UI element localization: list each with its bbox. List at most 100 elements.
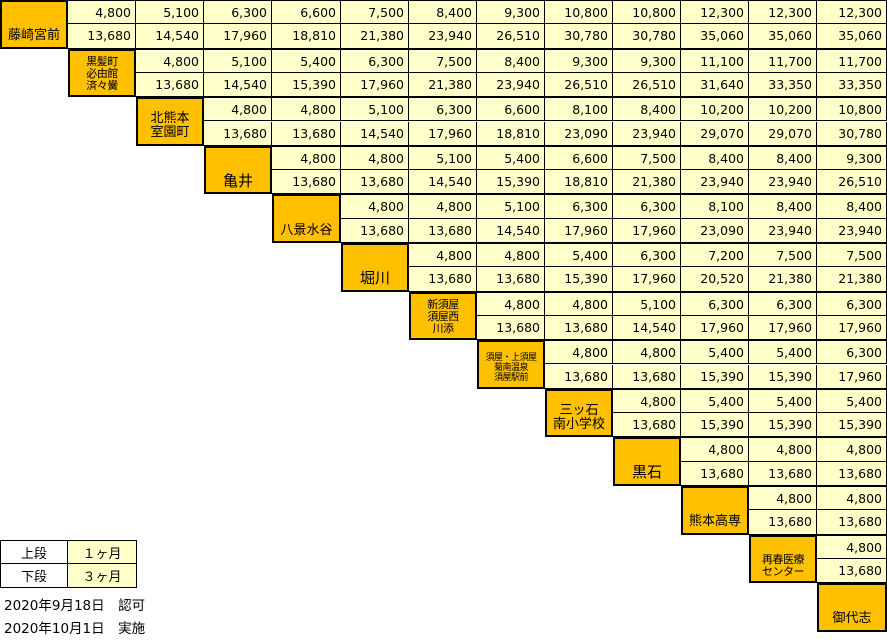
legend-upper-value: １ヶ月 (67, 540, 137, 564)
fare-1month-shinsuya-to-miyoshi: 6,300 (817, 291, 887, 316)
fare-3month-kosen-to-miyoshi: 13,680 (817, 510, 887, 535)
station-saishun: 再春医療 センター (749, 534, 817, 584)
fare-3month-fujisakigu-to-horikawa: 21,380 (341, 24, 409, 49)
fare-1month-shinsuya-to-saishun: 6,300 (749, 291, 817, 316)
fare-1month-fujisakigu-to-suya: 9,300 (477, 0, 545, 25)
fare-3month-yakata-to-suya: 14,540 (477, 218, 545, 243)
fare-1month-kamei-to-shinsuya: 5,100 (409, 145, 477, 171)
fare-3month-kurokami-to-miyoshi: 33,350 (817, 72, 887, 98)
fare-1month-kamei-to-miyoshi: 9,300 (817, 145, 887, 171)
station-kuroishi: 黒石 (613, 437, 681, 486)
fare-3month-suya-to-saishun: 15,390 (749, 364, 817, 389)
fare-3month-kamei-to-suya: 15,390 (477, 170, 545, 195)
fare-1month-shinsuya-to-mitsuishi: 4,800 (545, 291, 613, 316)
approval-date-note: 2020年9月18日 認可 (4, 598, 146, 614)
fare-3month-suya-to-kosen: 15,390 (681, 364, 749, 389)
fare-3month-yakata-to-horikawa: 13,680 (341, 218, 409, 243)
fare-3month-fujisakigu-to-yakata: 18,810 (272, 24, 341, 49)
fare-3month-kitakumamoto-to-horikawa: 14,540 (341, 121, 409, 146)
fare-3month-yakata-to-saishun: 23,940 (749, 218, 817, 243)
fare-1month-shinsuya-to-suya: 4,800 (477, 291, 545, 316)
fare-1month-mitsuishi-to-kosen: 5,400 (681, 388, 749, 414)
fare-3month-shinsuya-to-kosen: 17,960 (681, 315, 749, 341)
fare-3month-fujisakigu-to-kurokami: 13,680 (68, 24, 136, 49)
fare-1month-horikawa-to-suya: 4,800 (477, 243, 545, 268)
fare-3month-kamei-to-shinsuya: 14,540 (409, 170, 477, 195)
fare-3month-fujisakigu-to-suya: 26,510 (477, 24, 545, 49)
fare-3month-yakata-to-kuroishi: 17,960 (613, 218, 681, 243)
fare-3month-yakata-to-miyoshi: 23,940 (817, 218, 887, 243)
station-shinsuya: 新須屋 須屋西 川添 (409, 291, 477, 341)
fare-1month-kitakumamoto-to-mitsuishi: 8,100 (545, 97, 613, 122)
fare-3month-horikawa-to-shinsuya: 13,680 (409, 267, 477, 292)
fare-3month-shinsuya-to-miyoshi: 17,960 (817, 315, 887, 341)
fare-1month-kitakumamoto-to-yakata: 4,800 (272, 97, 341, 122)
fare-1month-saishun-to-miyoshi: 4,800 (817, 534, 887, 559)
fare-1month-yakata-to-horikawa: 4,800 (341, 194, 409, 219)
fare-1month-yakata-to-saishun: 8,400 (749, 194, 817, 219)
fare-3month-kurokami-to-kosen: 31,640 (681, 72, 749, 98)
fare-3month-kamei-to-kuroishi: 21,380 (613, 170, 681, 195)
fare-3month-kurokami-to-yakata: 15,390 (272, 72, 341, 98)
fare-3month-kamei-to-yakata: 13,680 (272, 170, 341, 195)
fare-3month-kitakumamoto-to-kuroishi: 23,940 (613, 121, 681, 146)
fare-1month-kamei-to-yakata: 4,800 (272, 145, 341, 171)
fare-3month-horikawa-to-saishun: 21,380 (749, 267, 817, 292)
fare-1month-kurokami-to-kosen: 11,100 (681, 48, 749, 73)
fare-3month-fujisakigu-to-kosen: 35,060 (681, 24, 749, 49)
fare-3month-kurokami-to-saishun: 33,350 (749, 72, 817, 98)
fare-3month-suya-to-miyoshi: 17,960 (817, 364, 887, 389)
fare-3month-mitsuishi-to-saishun: 15,390 (749, 413, 817, 438)
fare-3month-suya-to-kuroishi: 13,680 (613, 364, 681, 389)
station-kitakumamoto: 北熊本 室園町 (136, 97, 204, 146)
fare-3month-horikawa-to-kosen: 20,520 (681, 267, 749, 292)
fare-3month-horikawa-to-mitsuishi: 15,390 (545, 267, 613, 292)
station-horikawa: 堀川 (341, 243, 409, 292)
fare-3month-kuroishi-to-kosen: 13,680 (681, 461, 749, 486)
fare-3month-horikawa-to-miyoshi: 21,380 (817, 267, 887, 292)
fare-1month-fujisakigu-to-saishun: 12,300 (749, 0, 817, 25)
legend-lower-label: 下段 (0, 563, 68, 588)
fare-3month-kamei-to-mitsuishi: 18,810 (545, 170, 613, 195)
fare-1month-kitakumamoto-to-kosen: 10,200 (681, 97, 749, 122)
fare-3month-fujisakigu-to-miyoshi: 35,060 (817, 24, 887, 49)
fare-1month-kurokami-to-yakata: 5,400 (272, 48, 341, 73)
fare-1month-kamei-to-kosen: 8,400 (681, 145, 749, 171)
fare-1month-horikawa-to-mitsuishi: 5,400 (545, 243, 613, 268)
fare-1month-suya-to-mitsuishi: 4,800 (545, 340, 613, 365)
fare-1month-kamei-to-horikawa: 4,800 (341, 145, 409, 171)
fare-1month-horikawa-to-kuroishi: 6,300 (613, 243, 681, 268)
fare-3month-kurokami-to-shinsuya: 21,380 (409, 72, 477, 98)
fare-1month-kuroishi-to-kosen: 4,800 (681, 437, 749, 462)
station-kosen: 熊本高専 (681, 486, 749, 535)
fare-1month-fujisakigu-to-yakata: 6,600 (272, 0, 341, 25)
fare-3month-kosen-to-saishun: 13,680 (749, 510, 817, 535)
fare-1month-fujisakigu-to-kurokami: 4,800 (68, 0, 136, 25)
fare-1month-yakata-to-miyoshi: 8,400 (817, 194, 887, 219)
fare-1month-kuroishi-to-saishun: 4,800 (749, 437, 817, 462)
fare-3month-fujisakigu-to-mitsuishi: 30,780 (545, 24, 613, 49)
fare-3month-kurokami-to-suya: 23,940 (477, 72, 545, 98)
fare-1month-kitakumamoto-to-suya: 6,600 (477, 97, 545, 122)
fare-1month-mitsuishi-to-saishun: 5,400 (749, 388, 817, 414)
fare-1month-kitakumamoto-to-saishun: 10,200 (749, 97, 817, 122)
fare-3month-kamei-to-horikawa: 13,680 (341, 170, 409, 195)
fare-1month-fujisakigu-to-kuroishi: 10,800 (613, 0, 681, 25)
legend-upper-label: 上段 (0, 540, 68, 564)
fare-1month-horikawa-to-saishun: 7,500 (749, 243, 817, 268)
fare-1month-yakata-to-suya: 5,100 (477, 194, 545, 219)
fare-3month-kitakumamoto-to-yakata: 13,680 (272, 121, 341, 146)
fare-1month-kurokami-to-shinsuya: 7,500 (409, 48, 477, 73)
fare-1month-kitakumamoto-to-kamei: 4,800 (204, 97, 272, 122)
fare-3month-kurokami-to-kuroishi: 26,510 (613, 72, 681, 98)
fare-1month-horikawa-to-kosen: 7,200 (681, 243, 749, 268)
legend-lower-value: ３ヶ月 (67, 563, 137, 588)
fare-1month-kitakumamoto-to-shinsuya: 6,300 (409, 97, 477, 122)
effective-date-note: 2020年10月1日 実施 (4, 621, 146, 637)
fare-1month-kurokami-to-kitakumamoto: 4,800 (136, 48, 204, 73)
fare-3month-fujisakigu-to-kitakumamoto: 14,540 (136, 24, 204, 49)
fare-3month-shinsuya-to-mitsuishi: 13,680 (545, 315, 613, 341)
station-yakata: 八景水谷 (272, 194, 341, 243)
fare-1month-suya-to-kuroishi: 4,800 (613, 340, 681, 365)
